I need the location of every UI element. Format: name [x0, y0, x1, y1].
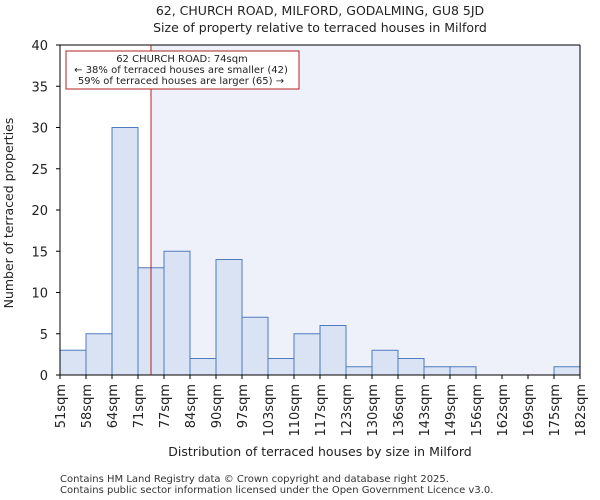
bar-110sqm: [293, 333, 321, 376]
y-tick-label: 5: [40, 328, 48, 343]
y-tick-label: 15: [31, 245, 48, 260]
x-tick-label: 97sqm: [236, 384, 251, 428]
bar-51sqm: [59, 349, 87, 376]
x-tick-label: 71sqm: [132, 384, 147, 428]
annotation-line-3: 59% of terraced houses are larger (65) →: [78, 76, 284, 87]
x-tick-label: 90sqm: [210, 384, 225, 428]
annotation-line-1: 62 CHURCH ROAD: 74sqm: [116, 54, 248, 65]
x-tick-label: 175sqm: [548, 384, 563, 437]
x-tick-label: 110sqm: [288, 384, 303, 437]
bar-64sqm: [111, 127, 139, 376]
y-tick-label: 25: [31, 163, 48, 178]
y-tick-label: 40: [31, 39, 48, 54]
chart-title: 62, CHURCH ROAD, MILFORD, GODALMING, GU8…: [156, 3, 484, 18]
x-tick-label: 77sqm: [158, 384, 173, 428]
bar-175sqm: [553, 366, 581, 376]
bar-136sqm: [397, 358, 425, 376]
bar-58sqm: [85, 333, 113, 376]
bar-103sqm: [267, 358, 295, 376]
x-axis-label: Distribution of terraced houses by size …: [168, 444, 471, 459]
bar-130sqm: [371, 349, 399, 376]
x-tick-label: 64sqm: [106, 384, 121, 428]
y-tick-label: 0: [40, 369, 48, 384]
chart-subtitle: Size of property relative to terraced ho…: [153, 20, 487, 35]
x-tick-label: 130sqm: [366, 384, 381, 437]
bar-90sqm: [215, 259, 243, 376]
bar-97sqm: [241, 316, 269, 376]
x-tick-label: 149sqm: [444, 384, 459, 437]
x-tick-label: 143sqm: [418, 384, 433, 437]
y-tick-label: 10: [31, 287, 48, 302]
bar-149sqm: [449, 366, 477, 376]
x-tick-label: 123sqm: [340, 384, 355, 437]
footer-line-2: Contains public sector information licen…: [60, 485, 494, 496]
x-tick-label: 51sqm: [54, 384, 69, 428]
x-tick-label: 103sqm: [262, 384, 277, 437]
y-tick-label: 35: [31, 80, 48, 95]
y-tick-label: 30: [31, 122, 48, 137]
bar-117sqm: [319, 325, 347, 376]
footer-line-1: Contains HM Land Registry data © Crown c…: [60, 474, 449, 485]
x-tick-label: 169sqm: [522, 384, 537, 437]
annotation-line-2: ← 38% of terraced houses are smaller (42…: [74, 65, 288, 76]
x-ticks: 51sqm 58sqm 64sqm 71sqm 77sqm 84sqm 90sqm 97sqm…: [54, 375, 589, 437]
x-tick-label: 162sqm: [496, 384, 511, 437]
x-tick-label: 117sqm: [314, 384, 329, 437]
bar-77sqm: [163, 250, 191, 376]
y-tick-label: 20: [31, 204, 48, 219]
y-axis-label: Number of terraced properties: [1, 118, 16, 309]
larger-region-shading: [151, 45, 580, 375]
annotation-box: 62 CHURCH ROAD: 74sqm ← 38% of terraced …: [65, 50, 300, 90]
x-tick-label: 136sqm: [392, 384, 407, 437]
bar-143sqm: [423, 366, 451, 376]
x-tick-label: 182sqm: [574, 384, 589, 437]
bar-123sqm: [345, 366, 373, 376]
bar-84sqm: [189, 358, 217, 376]
x-tick-label: 156sqm: [470, 384, 485, 437]
x-tick-label: 84sqm: [184, 384, 199, 428]
footer-attribution: Contains HM Land Registry data © Crown c…: [60, 474, 493, 496]
y-ticks: 0 5 10 15 20 25 30 35 40: [31, 39, 60, 384]
x-tick-label: 58sqm: [80, 384, 95, 428]
